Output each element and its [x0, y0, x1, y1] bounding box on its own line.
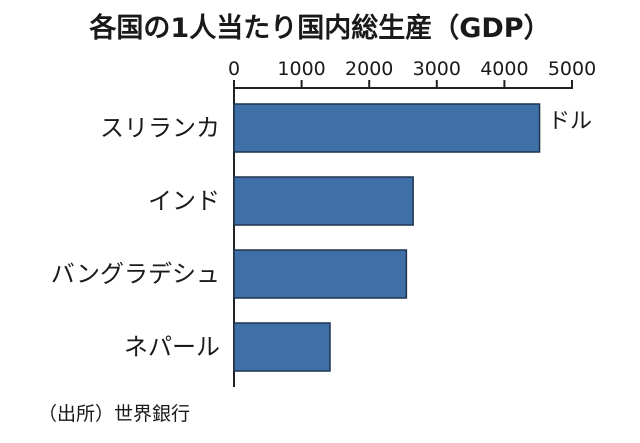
x-axis: 0 1000 2000 3000 4000 5000 [228, 58, 596, 89]
bar [233, 103, 541, 153]
x-tick-label: 5000 [548, 58, 596, 80]
x-tick-label: 0 [228, 58, 240, 80]
category-label: ネパール [124, 333, 220, 361]
chart-title: 各国の1人当たり国内総生産（GDP） [88, 12, 550, 44]
x-tick-label: 1000 [277, 58, 325, 80]
category-label: インド [148, 187, 220, 215]
bar [233, 249, 408, 299]
bar [233, 322, 331, 372]
x-tick-label: 4000 [480, 58, 528, 80]
x-tick-label: 3000 [413, 58, 461, 80]
source-note: （出所）世界銀行 [38, 403, 190, 425]
category-label: スリランカ [100, 114, 220, 142]
bar [233, 176, 414, 226]
unit-label: ドル [548, 109, 592, 134]
x-tick-label: 2000 [345, 58, 393, 80]
x-axis-ticks: 0 1000 2000 3000 4000 5000 [228, 58, 596, 88]
category-label: バングラデシュ [51, 260, 220, 288]
bars-group [233, 103, 541, 372]
